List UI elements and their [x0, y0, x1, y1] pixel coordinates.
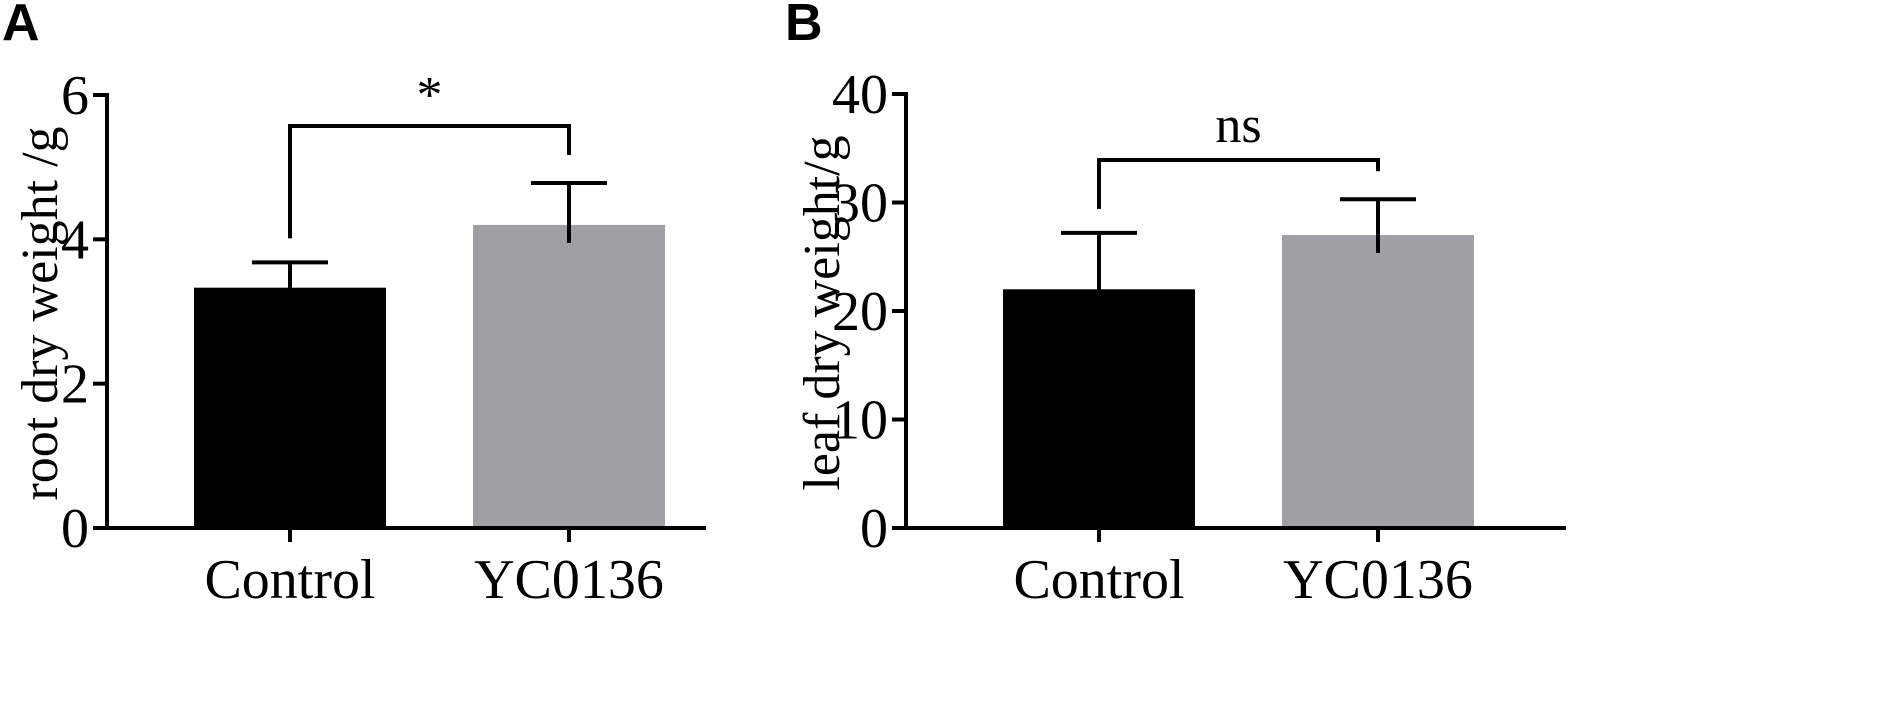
panel-a-bar-control	[194, 287, 386, 528]
panel-b-bar-yc0136	[1282, 235, 1474, 529]
panel-a-x-tick-label-control: Control	[204, 549, 375, 611]
panel-b-y-tick-label: 20	[832, 281, 888, 343]
panel-a-significance-label: *	[417, 67, 443, 124]
panel-b-y-tick-label: 0	[860, 498, 888, 560]
panel-b-y-axis-label: leaf dry weight/g	[794, 135, 851, 490]
panel-a-y-tick-label: 6	[61, 65, 89, 127]
panel-b-letter: B	[785, 0, 823, 52]
panel-a-y-tick-label: 0	[61, 498, 89, 560]
panel-b-significance-bracket	[1097, 158, 1380, 209]
panel-b-significance-label: ns	[1215, 97, 1261, 154]
panel-b-y-tick-label: 10	[832, 390, 888, 452]
panel-a-bar-yc0136	[473, 224, 665, 528]
panel-a-y-tick-label: 4	[61, 209, 89, 271]
panel-a-y-tick-label: 2	[61, 354, 89, 416]
panel-a-x-tick-label-yc0136: YC0136	[474, 549, 664, 611]
panel-b-bar-control	[1003, 289, 1195, 528]
panel-a-letter: A	[2, 0, 40, 52]
panel-b-y-tick-label: 40	[832, 64, 888, 126]
panel-a-significance-bracket	[288, 124, 571, 239]
panel-a-y-axis-label: root dry weight /g	[12, 126, 69, 500]
panel-b-x-tick-label-yc0136: YC0136	[1283, 549, 1473, 611]
panel-b-x-tick-label-control: Control	[1013, 549, 1184, 611]
panel-b-y-tick-label: 30	[832, 173, 888, 235]
